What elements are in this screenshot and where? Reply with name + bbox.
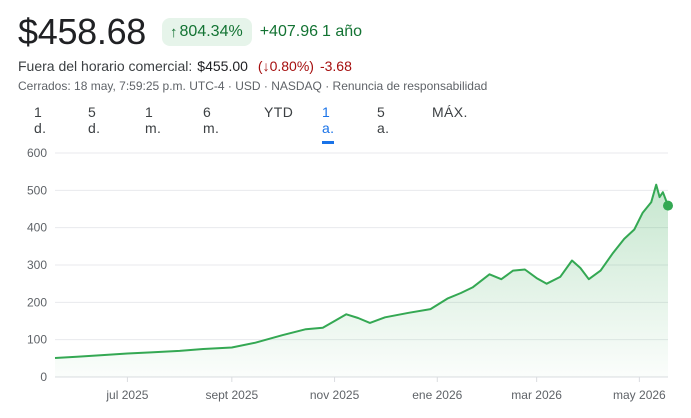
x-tick-label: may 2026	[613, 388, 666, 402]
y-tick-label: 400	[27, 221, 47, 235]
tab-1y[interactable]: 1 a.	[322, 104, 335, 144]
after-hours-row: Fuera del horario comercial: $455.00 (↓0…	[18, 58, 352, 74]
tab-1d[interactable]: 1 d.	[34, 104, 47, 136]
tab-1m[interactable]: 1 m.	[145, 104, 162, 136]
y-tick-label: 300	[27, 258, 47, 272]
x-tick-label: nov 2025	[310, 388, 360, 402]
tab-6m[interactable]: 6 m.	[203, 104, 220, 136]
quote-header: $458.68 ↑ 804.34% +407.96 1 año	[18, 8, 362, 56]
price-area	[55, 184, 668, 377]
tab-5d[interactable]: 5 d.	[88, 104, 101, 136]
y-tick-label: 0	[40, 370, 47, 384]
last-price-marker	[663, 200, 673, 211]
market-meta[interactable]: Cerrados: 18 may, 7:59:25 p.m. UTC-4 · U…	[18, 79, 488, 93]
after-hours-price: $455.00	[197, 58, 248, 74]
change-period: 1 año	[321, 23, 363, 40]
change-percent-badge: ↑ 804.34%	[162, 18, 252, 46]
y-tick-label: 500	[27, 183, 47, 197]
y-tick-label: 600	[27, 146, 47, 160]
tab-5y[interactable]: 5 a.	[377, 104, 390, 136]
up-arrow-icon: ↑	[170, 23, 178, 41]
tab-ytd[interactable]: YTD	[264, 104, 294, 120]
x-tick-label: mar 2026	[511, 388, 562, 402]
x-tick-label: jul 2025	[105, 388, 148, 402]
change-absolute: +407.96	[259, 23, 318, 40]
x-tick-label: ene 2026	[412, 388, 462, 402]
after-hours-percent: (↓0.80%)	[257, 58, 314, 74]
y-tick-label: 200	[27, 295, 47, 309]
price-chart[interactable]: 0 100 200 300 400 500 600 jul 2025 sept 2025 nov…	[0, 140, 691, 418]
down-arrow-icon: ↓	[262, 58, 270, 74]
after-hours-change: -3.68	[319, 58, 352, 74]
current-price: $458.68	[18, 11, 147, 52]
change-percent: 804.34%	[179, 23, 243, 40]
y-tick-label: 100	[27, 333, 47, 347]
after-hours-label: Fuera del horario comercial:	[18, 58, 193, 74]
tab-max[interactable]: MÁX.	[432, 104, 468, 120]
price-line	[54, 183, 669, 359]
x-tick-label: sept 2025	[205, 388, 258, 402]
